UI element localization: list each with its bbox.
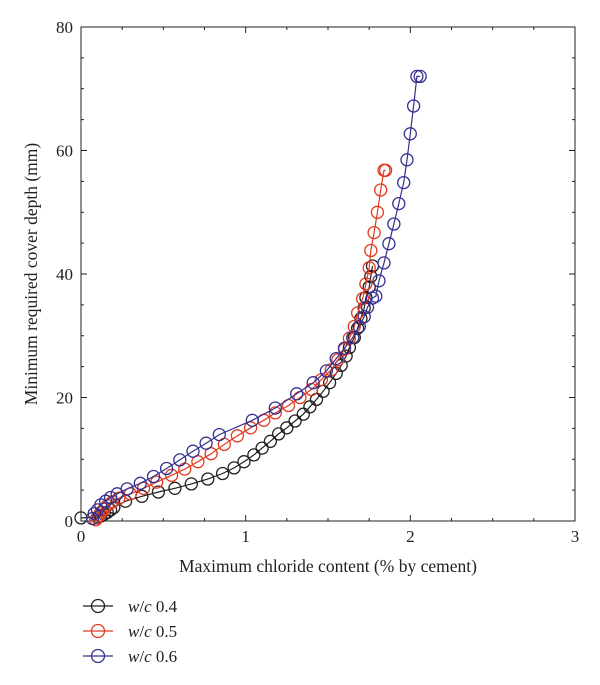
data-point (247, 448, 261, 462)
legend-entry: w/c 0.5 (83, 622, 177, 641)
data-point (413, 69, 427, 84)
data-point (372, 274, 386, 288)
legend-swatch-marker (90, 623, 106, 639)
data-point (329, 351, 343, 366)
x-tick-label: 2 (406, 527, 415, 546)
data-point (184, 477, 198, 491)
data-point (337, 341, 352, 355)
legend-entry: w/c 0.4 (83, 597, 178, 616)
x-tick-label: 3 (571, 527, 580, 546)
data-point (362, 261, 376, 275)
y-tick-label: 40 (56, 265, 73, 284)
data-point (245, 413, 259, 427)
data-point (290, 387, 304, 401)
data-point (288, 414, 302, 428)
data-point (359, 277, 373, 291)
data-point (347, 319, 361, 334)
data-point (374, 183, 388, 197)
data-point (296, 407, 310, 421)
y-axis-label: Minimum required cover depth (mm) (21, 143, 41, 406)
series-0.4 (74, 259, 380, 525)
data-point (168, 481, 182, 495)
data-point (369, 289, 383, 303)
data-point (263, 434, 278, 448)
data-point (87, 506, 101, 521)
x-tick-label: 1 (241, 527, 250, 546)
data-point (365, 291, 380, 305)
data-point (186, 444, 200, 458)
legend-swatch-marker (90, 598, 106, 614)
y-tick-label: 80 (56, 18, 73, 37)
data-point (378, 163, 393, 177)
data-point (319, 364, 334, 378)
x-axis-label: Maximum chloride content (% by cement) (179, 556, 477, 576)
data-point (387, 217, 401, 231)
data-point (364, 269, 378, 284)
data-point (350, 306, 365, 320)
data-point (306, 376, 320, 390)
data-point (406, 99, 421, 113)
data-point (331, 353, 345, 367)
legend-label: w/c 0.4 (128, 597, 178, 616)
data-point (403, 127, 417, 141)
data-point (243, 421, 258, 435)
data-point (357, 309, 371, 324)
data-point (268, 401, 282, 415)
series-line (91, 75, 421, 519)
data-point (133, 476, 147, 490)
data-point (201, 472, 215, 486)
y-tick-label: 20 (56, 389, 73, 408)
data-point (377, 256, 391, 270)
plot-frame (80, 26, 576, 522)
data-point (212, 427, 226, 442)
data-point (215, 466, 230, 481)
x-tick-label: 0 (77, 527, 86, 546)
y-tick-label: 60 (56, 142, 73, 161)
legend-entry: w/c 0.6 (83, 647, 177, 666)
data-point (151, 485, 166, 499)
legend-label: w/c 0.5 (128, 622, 177, 641)
legend-swatch-marker (90, 648, 106, 664)
data-point (268, 406, 282, 420)
data-point (370, 205, 385, 219)
data-point (397, 175, 411, 190)
data-point (159, 461, 174, 476)
series-0.6 (85, 69, 427, 526)
data-point (237, 455, 251, 469)
legend-value: 0.5 (152, 622, 178, 641)
data-point (227, 461, 241, 475)
data-point (382, 237, 396, 251)
data-point (204, 447, 218, 461)
series-layer (74, 69, 427, 527)
data-point (120, 482, 134, 496)
data-point (410, 69, 424, 84)
legend: w/c 0.4 w/c 0.5 w/c 0.6 (83, 597, 178, 666)
legend-value: 0.6 (152, 647, 178, 666)
data-point (364, 243, 378, 258)
data-point (191, 455, 205, 469)
legend-label: w/c 0.6 (128, 647, 177, 666)
data-point (280, 421, 294, 435)
data-point (392, 196, 406, 211)
data-point (164, 468, 179, 482)
data-point (173, 453, 187, 467)
y-tick-label: 0 (65, 512, 74, 531)
data-point (400, 153, 414, 167)
data-point (255, 441, 269, 455)
data-point (230, 429, 245, 443)
axis-ticks: 0 1 2 3 0 20 40 60 80 (56, 18, 579, 546)
data-point (367, 225, 381, 240)
data-point (324, 363, 338, 377)
data-point (346, 330, 360, 345)
legend-value: 0.4 (152, 597, 178, 616)
data-point (146, 469, 161, 484)
data-point (303, 400, 317, 414)
data-point (103, 490, 118, 505)
data-point (199, 436, 213, 450)
